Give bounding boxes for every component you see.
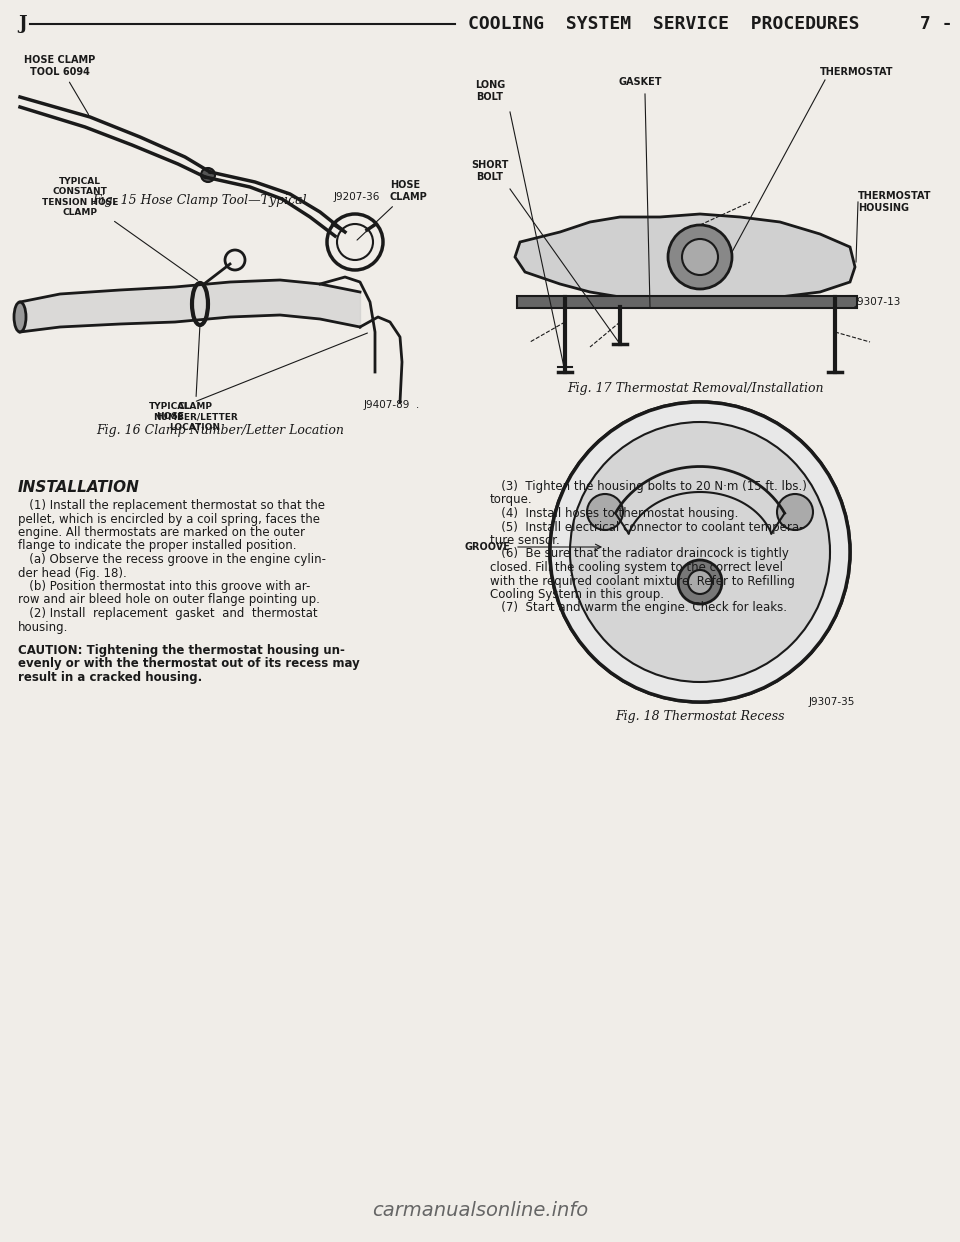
FancyBboxPatch shape bbox=[517, 296, 857, 308]
Text: GROOVE: GROOVE bbox=[464, 542, 510, 551]
Circle shape bbox=[570, 422, 830, 682]
Text: LONG
BOLT: LONG BOLT bbox=[475, 81, 505, 102]
Circle shape bbox=[201, 168, 215, 183]
Text: INSTALLATION: INSTALLATION bbox=[18, 479, 140, 496]
Circle shape bbox=[688, 570, 712, 594]
Text: torque.: torque. bbox=[490, 493, 533, 507]
Text: (5)  Install electrical connector to coolant tempera-: (5) Install electrical connector to cool… bbox=[490, 520, 804, 534]
Text: TYPICAL
CONSTANT
TENSION HOSE
CLAMP: TYPICAL CONSTANT TENSION HOSE CLAMP bbox=[42, 176, 198, 281]
Ellipse shape bbox=[14, 302, 26, 332]
Text: (6)  Be sure that the radiator draincock is tightly: (6) Be sure that the radiator draincock … bbox=[490, 548, 789, 560]
Text: CLAMP
NUMBER/LETTER
LOCATION: CLAMP NUMBER/LETTER LOCATION bbox=[153, 327, 237, 432]
Circle shape bbox=[550, 402, 850, 702]
Text: J9407-89  .: J9407-89 . bbox=[364, 400, 420, 410]
Text: CAUTION: Tightening the thermostat housing un-: CAUTION: Tightening the thermostat housi… bbox=[18, 645, 345, 657]
Text: Fig. 18 Thermostat Recess: Fig. 18 Thermostat Recess bbox=[615, 710, 784, 723]
Text: SHORT
BOLT: SHORT BOLT bbox=[471, 160, 509, 183]
Text: closed. Fill the cooling system to the correct level: closed. Fill the cooling system to the c… bbox=[490, 561, 783, 574]
Polygon shape bbox=[515, 214, 855, 302]
Text: THERMOSTAT: THERMOSTAT bbox=[820, 67, 894, 77]
Text: COOLING  SYSTEM  SERVICE  PROCEDURES: COOLING SYSTEM SERVICE PROCEDURES bbox=[468, 15, 859, 34]
Text: ture sensor.: ture sensor. bbox=[490, 534, 560, 546]
Text: J: J bbox=[18, 15, 27, 34]
Text: (1) Install the replacement thermostat so that the: (1) Install the replacement thermostat s… bbox=[18, 499, 325, 512]
Text: with the required coolant mixture. Refer to Refilling: with the required coolant mixture. Refer… bbox=[490, 575, 795, 587]
Circle shape bbox=[777, 494, 813, 530]
Text: (a) Observe the recess groove in the engine cylin-: (a) Observe the recess groove in the eng… bbox=[18, 553, 326, 566]
Text: Fig. 16 Clamp Number/Letter Location: Fig. 16 Clamp Number/Letter Location bbox=[96, 424, 344, 437]
Text: HOSE CLAMP
TOOL 6094: HOSE CLAMP TOOL 6094 bbox=[24, 56, 96, 114]
Text: pellet, which is encircled by a coil spring, faces the: pellet, which is encircled by a coil spr… bbox=[18, 513, 320, 525]
Text: result in a cracked housing.: result in a cracked housing. bbox=[18, 671, 203, 684]
Text: evenly or with the thermostat out of its recess may: evenly or with the thermostat out of its… bbox=[18, 657, 360, 671]
Text: HOSE
CLAMP: HOSE CLAMP bbox=[357, 180, 428, 240]
Text: Fig. 17 Thermostat Removal/Installation: Fig. 17 Thermostat Removal/Installation bbox=[566, 383, 824, 395]
Circle shape bbox=[682, 238, 718, 274]
Text: (2) Install  replacement  gasket  and  thermostat: (2) Install replacement gasket and therm… bbox=[18, 607, 318, 620]
Text: (b) Position thermostat into this groove with ar-: (b) Position thermostat into this groove… bbox=[18, 580, 310, 592]
Text: J9307-35: J9307-35 bbox=[808, 697, 855, 707]
Text: (3)  Tighten the housing bolts to 20 N·m (15 ft. lbs.): (3) Tighten the housing bolts to 20 N·m … bbox=[490, 479, 806, 493]
Circle shape bbox=[668, 225, 732, 289]
Text: TYPICAL
HOSE: TYPICAL HOSE bbox=[149, 333, 368, 421]
Text: carmanualsonline.info: carmanualsonline.info bbox=[372, 1201, 588, 1220]
Text: GASKET: GASKET bbox=[618, 77, 661, 87]
Text: flange to indicate the proper installed position.: flange to indicate the proper installed … bbox=[18, 539, 297, 553]
Text: row and air bleed hole on outer flange pointing up.: row and air bleed hole on outer flange p… bbox=[18, 594, 320, 606]
Circle shape bbox=[587, 494, 623, 530]
Text: Cooling System in this group.: Cooling System in this group. bbox=[490, 587, 664, 601]
Text: der head (Fig. 18).: der head (Fig. 18). bbox=[18, 566, 127, 580]
Text: (7)  Start and warm the engine. Check for leaks.: (7) Start and warm the engine. Check for… bbox=[490, 601, 787, 615]
Text: Fig. 15 Hose Clamp Tool—Typical: Fig. 15 Hose Clamp Tool—Typical bbox=[93, 194, 307, 207]
Text: THERMOSTAT
HOUSING: THERMOSTAT HOUSING bbox=[858, 191, 931, 212]
Text: (4)  Install hoses to thermostat housing.: (4) Install hoses to thermostat housing. bbox=[490, 507, 738, 520]
Text: engine. All thermostats are marked on the outer: engine. All thermostats are marked on th… bbox=[18, 527, 305, 539]
Text: J9207-36: J9207-36 bbox=[334, 193, 380, 202]
Text: J9307-13: J9307-13 bbox=[855, 297, 901, 307]
Text: housing.: housing. bbox=[18, 621, 68, 633]
Text: 7 - 19: 7 - 19 bbox=[920, 15, 960, 34]
Circle shape bbox=[678, 560, 722, 604]
